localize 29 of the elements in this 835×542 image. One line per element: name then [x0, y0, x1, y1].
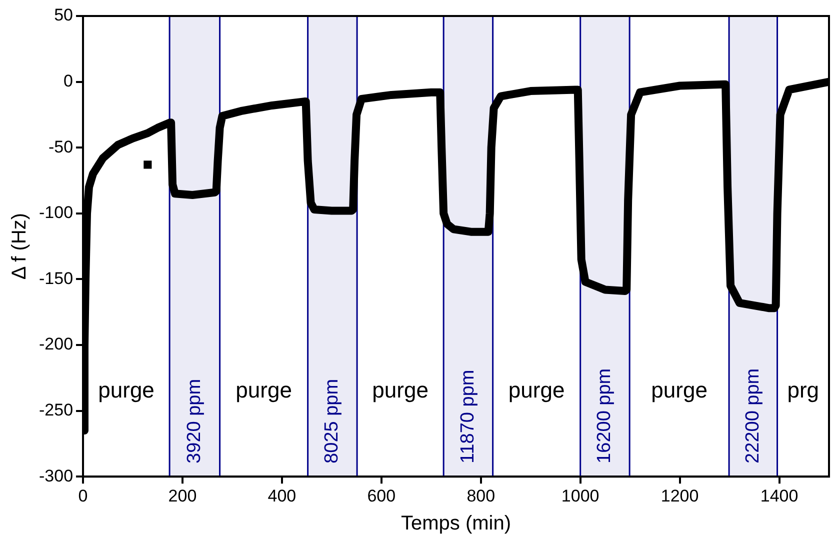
x-tick-label: 400 [268, 486, 296, 506]
x-axis-title: Temps (min) [401, 512, 512, 535]
x-tick-label: 1400 [760, 486, 798, 506]
x-tick-label: 1200 [660, 486, 699, 506]
y-tick-label: -300 [38, 466, 74, 486]
x-tick-label: 1000 [561, 486, 600, 506]
band-label: 16200 ppm [594, 368, 616, 464]
x-tick-label: 0 [78, 486, 88, 506]
annotation: purge [236, 377, 292, 402]
annotation: prg [787, 377, 820, 402]
y-tick-label: -150 [38, 268, 74, 288]
band-label: 8025 ppm [322, 378, 343, 464]
y-tick-label: -50 [48, 137, 74, 156]
x-tick-label: 800 [466, 486, 496, 506]
annotation: purge [508, 377, 565, 402]
annotation: purge [651, 377, 708, 402]
band-label: 3920 ppm [184, 378, 205, 464]
y-tick-label: -200 [38, 334, 74, 354]
annotation: purge [98, 377, 154, 402]
y-tick-label: 0 [64, 71, 74, 90]
y-tick-label: 50 [54, 6, 74, 25]
x-tick-label: 200 [168, 486, 197, 506]
y-axis-title: Δ f (Hz) [8, 212, 31, 280]
band-label: 22200 ppm [742, 368, 764, 464]
y-tick-label: -100 [38, 203, 74, 222]
x-tick-label: 600 [367, 486, 396, 506]
y-tick-label: -250 [38, 400, 74, 420]
band-label: 11870 ppm [457, 370, 478, 464]
annotation: purge [372, 377, 428, 402]
